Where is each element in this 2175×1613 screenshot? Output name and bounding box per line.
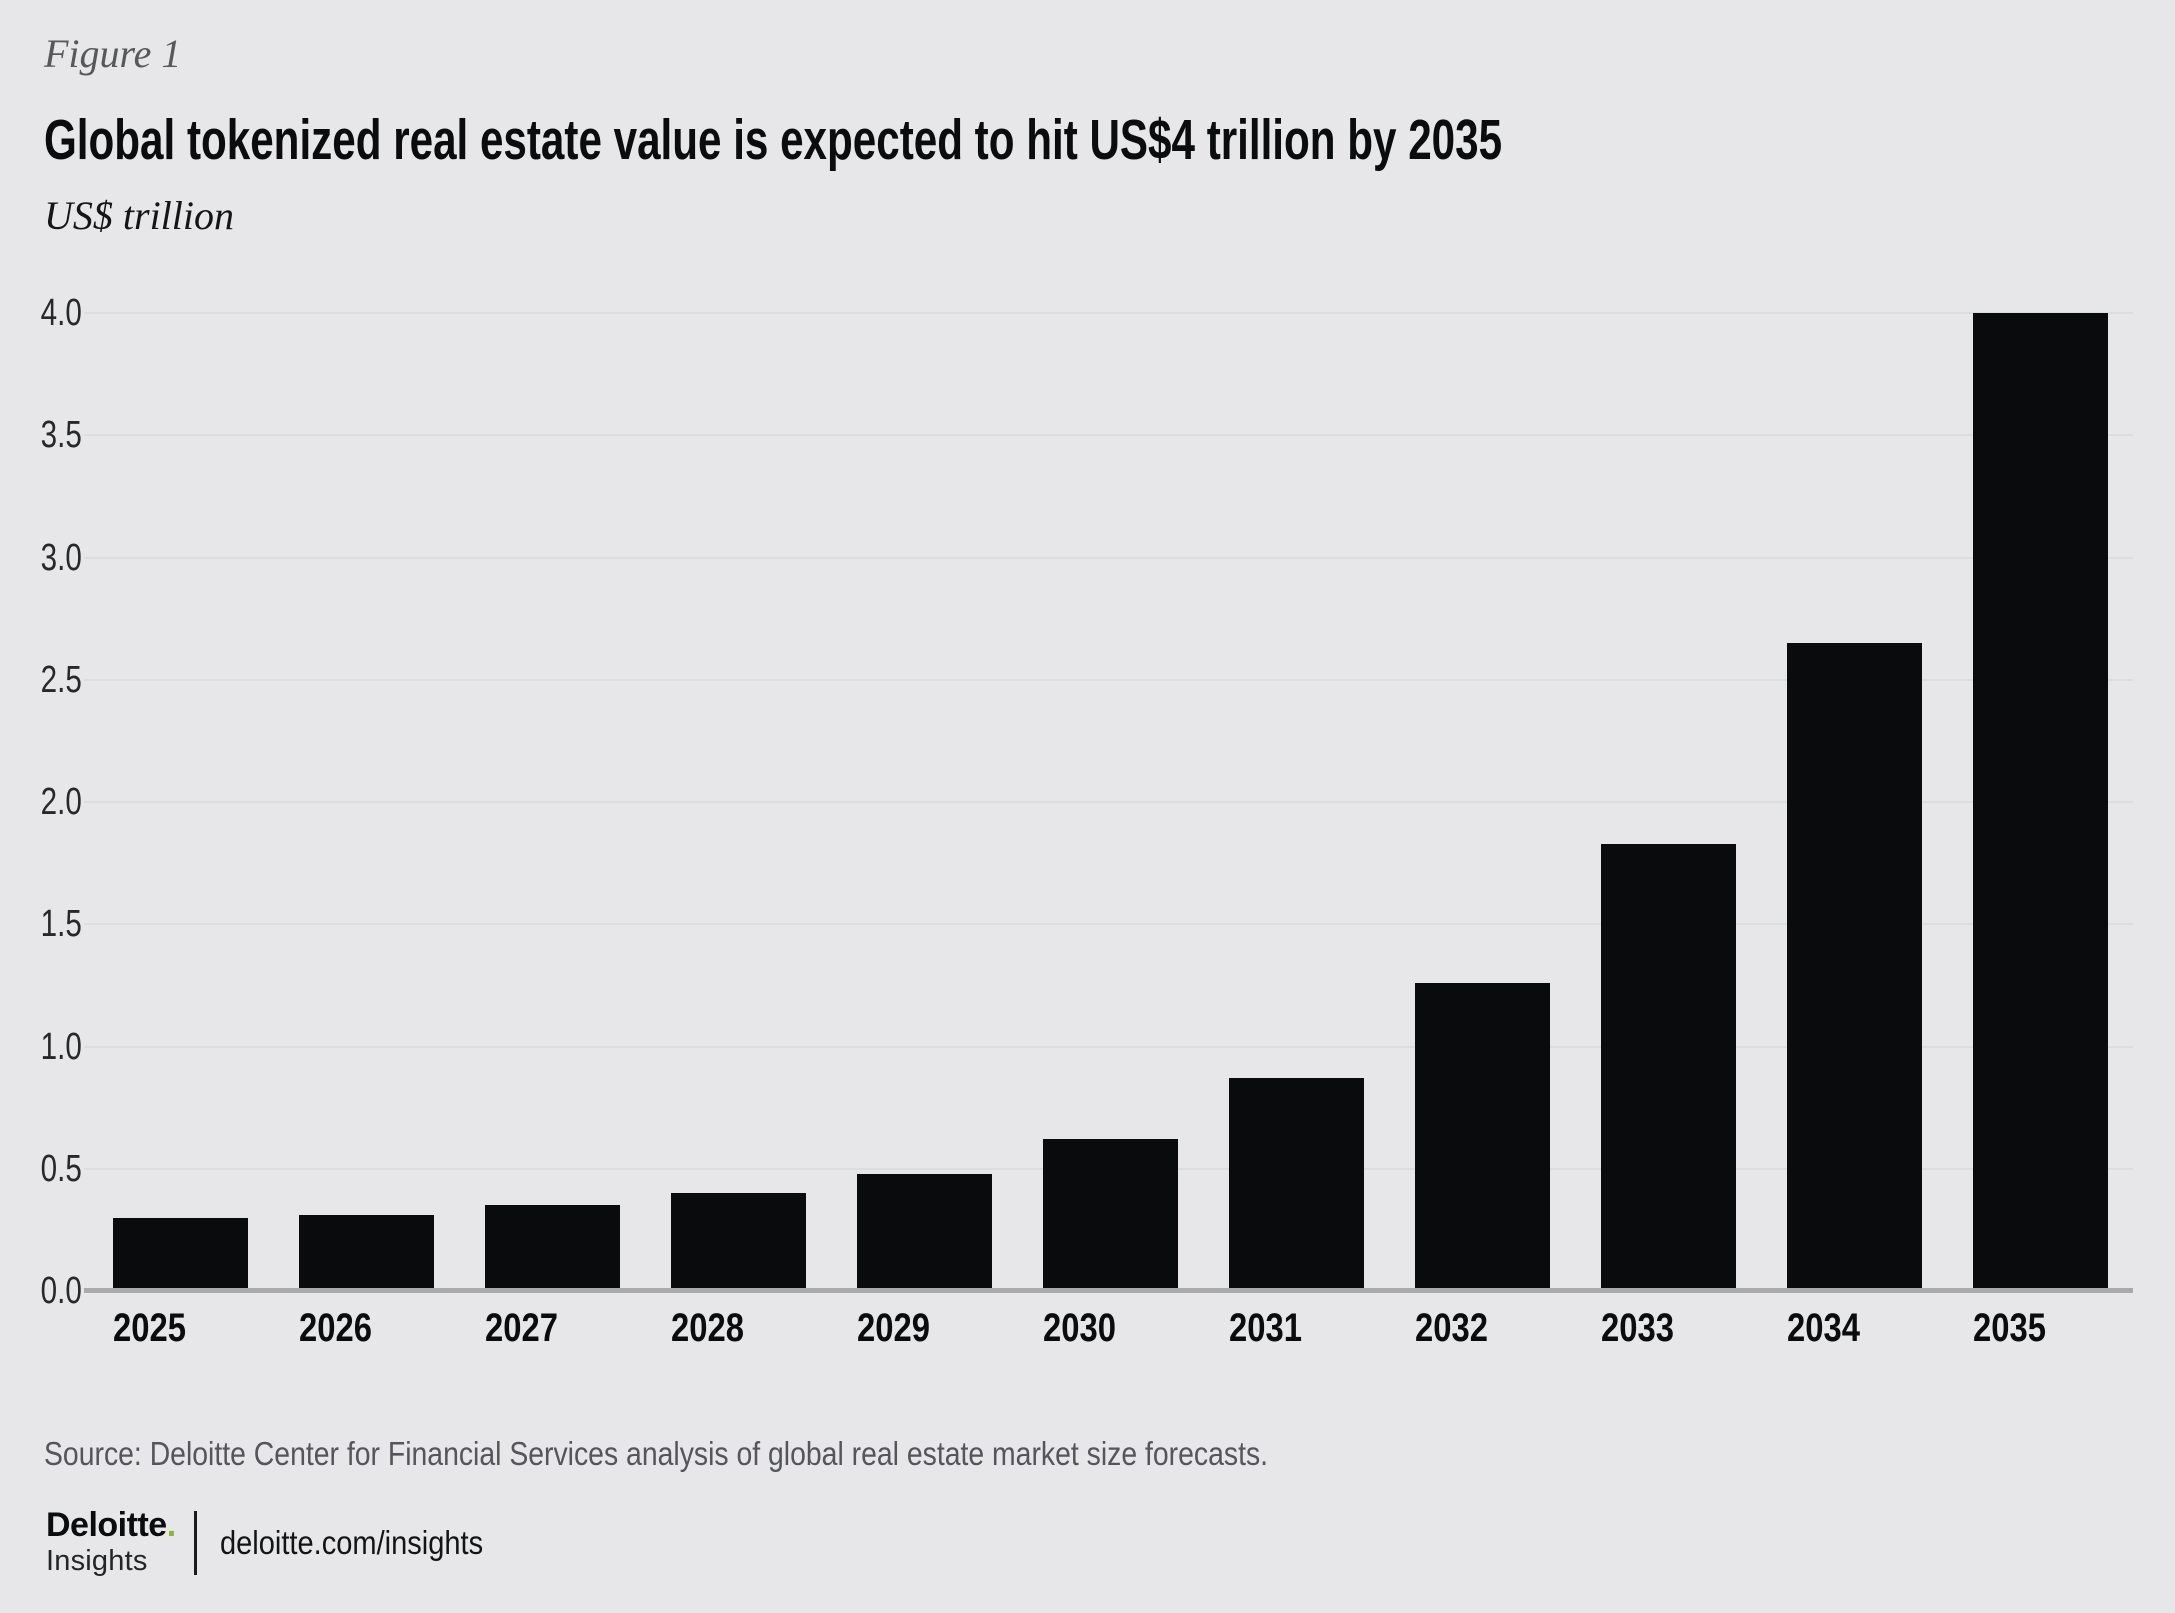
gridline-3.0 (84, 556, 2133, 559)
x-tick-label-2033: 2033 (1601, 1306, 1674, 1350)
x-tick-label-2032: 2032 (1415, 1306, 1488, 1350)
bar-slot-2025: 2025 (113, 313, 248, 1348)
bar-2028 (671, 1193, 806, 1291)
bar-2030 (1043, 1139, 1178, 1291)
bar-slot-2029: 2029 (857, 313, 992, 1348)
bar-2026 (299, 1215, 434, 1291)
x-tick-label-2027: 2027 (485, 1306, 558, 1350)
gridline-1.5 (84, 923, 2133, 926)
y-axis-unit-label: US$ trillion (44, 193, 235, 238)
chart-title: Global tokenized real estate value is ex… (44, 108, 1503, 172)
logo-divider (193, 1511, 197, 1576)
bar-slot-2033: 2033 (1601, 313, 1736, 1348)
bar-2033 (1601, 843, 1736, 1291)
x-tick-label-2030: 2030 (1043, 1306, 1116, 1350)
brand-sub-text: Insights (46, 1545, 148, 1577)
brand-name-text: Deloitte (46, 1506, 167, 1544)
footer: Deloitte. Insights deloitte.com/insights (46, 1508, 519, 1578)
y-tick-label-1.5: 1.5 (40, 903, 82, 946)
plot-area: 2025 2026 2027 2028 2029 2030 2031 2032 2033 2034… (84, 312, 2133, 1348)
bar-2025 (113, 1217, 248, 1291)
y-tick-label-1.0: 1.0 (40, 1025, 82, 1068)
x-axis-line (84, 1288, 2133, 1293)
x-tick-label-2025: 2025 (113, 1306, 186, 1350)
bar-2029 (857, 1173, 992, 1291)
x-tick-label-2028: 2028 (671, 1306, 744, 1350)
x-tick-label-2034: 2034 (1787, 1306, 1860, 1350)
y-tick-label-2.5: 2.5 (40, 658, 82, 701)
y-tick-label-0.0: 0.0 (40, 1270, 82, 1312)
gridline-2.5 (84, 678, 2133, 681)
x-tick-label-2026: 2026 (299, 1306, 372, 1350)
y-tick-label-0.5: 0.5 (40, 1147, 82, 1190)
y-axis-tick-labels: 0.0 0.5 1.0 1.5 2.0 2.5 3.0 3.5 4.0 (36, 294, 82, 1310)
bar-slot-2032: 2032 (1415, 313, 1550, 1348)
bar-slot-2030: 2030 (1043, 313, 1178, 1348)
y-tick-label-3.5: 3.5 (40, 414, 82, 457)
bar-series: 2025 2026 2027 2028 2029 2030 2031 2032 2033 2034… (113, 313, 2108, 1348)
gridline-1.0 (84, 1045, 2133, 1048)
gridline-2.0 (84, 801, 2133, 803)
bar-2035 (1973, 313, 2108, 1291)
bar-2034 (1787, 643, 1922, 1291)
source-note: Source: Deloitte Center for Financial Se… (44, 1435, 1269, 1472)
y-tick-label-2.0: 2.0 (40, 781, 82, 823)
y-tick-label-3.0: 3.0 (40, 536, 82, 579)
bar-2027 (485, 1205, 620, 1291)
gridline-3.5 (84, 434, 2133, 437)
bar-2032 (1415, 982, 1550, 1291)
brand-green-dot: . (166, 1506, 176, 1544)
bar-slot-2027: 2027 (485, 313, 620, 1348)
bar-slot-2034: 2034 (1787, 313, 1922, 1348)
bar-slot-2031: 2031 (1229, 313, 1364, 1348)
figure-label: Figure 1 (44, 31, 182, 76)
bar-slot-2035: 2035 (1973, 313, 2108, 1348)
deloitte-insights-logo: Deloitte. Insights (46, 1508, 176, 1578)
brand-wordmark: Deloitte. (46, 1508, 176, 1542)
y-tick-label-4.0: 4.0 (40, 292, 82, 334)
deloitte-insights-link[interactable]: deloitte.com/insights (219, 1524, 483, 1562)
bar-slot-2028: 2028 (671, 313, 806, 1348)
bar-2031 (1229, 1078, 1364, 1291)
gridline-4.0 (84, 312, 2133, 314)
x-tick-label-2031: 2031 (1229, 1306, 1302, 1350)
bar-slot-2026: 2026 (299, 313, 434, 1348)
x-tick-label-2035: 2035 (1973, 1306, 2046, 1350)
x-tick-label-2029: 2029 (857, 1306, 930, 1350)
